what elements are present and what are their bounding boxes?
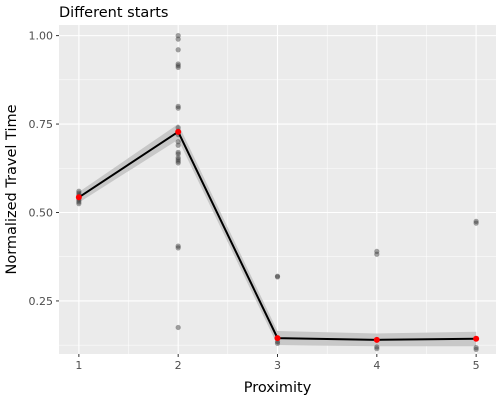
x-tick-label: 5 (473, 359, 480, 372)
raw-data-point (175, 33, 181, 39)
raw-data-point (175, 156, 181, 163)
raw-data-point (175, 160, 181, 166)
raw-data-point (76, 201, 82, 207)
raw-data-point (175, 149, 181, 155)
raw-data-point (175, 61, 181, 67)
x-tick-label: 4 (373, 359, 380, 372)
raw-data-point (274, 274, 281, 280)
mean-data-point (75, 194, 82, 201)
raw-data-point (473, 345, 479, 351)
raw-data-point (175, 158, 181, 164)
raw-data-point (473, 218, 479, 224)
raw-data-point (175, 63, 181, 69)
raw-data-point (473, 220, 479, 226)
raw-data-point (175, 139, 181, 145)
mean-data-point (473, 335, 480, 342)
x-axis-ticks: 1 2 3 4 5 (75, 354, 480, 372)
raw-data-point (175, 36, 181, 42)
y-axis-ticks: 0.25 0.50 0.75 1.00 (29, 30, 59, 308)
raw-data-point (175, 124, 181, 131)
raw-data-point (374, 346, 380, 352)
mean-points (75, 128, 480, 343)
raw-data-point (175, 64, 181, 71)
x-tick-label: 1 (75, 359, 82, 372)
raw-data-point (175, 155, 181, 161)
y-tick-label: 0.75 (29, 118, 54, 131)
raw-data-point (374, 248, 380, 255)
raw-data-point (76, 199, 82, 205)
raw-data-point (175, 47, 181, 53)
y-tick-label: 0.25 (29, 295, 54, 308)
raw-data-point (175, 103, 181, 109)
raw-data-point (473, 346, 479, 353)
y-tick-label: 0.50 (29, 206, 54, 219)
mean-data-point (175, 128, 182, 135)
raw-data-point (175, 142, 181, 148)
y-axis-title: Normalized Travel Time (4, 104, 20, 274)
chart-title: Different starts (59, 5, 168, 21)
y-tick-label: 1.00 (29, 30, 54, 43)
raw-data-point (175, 151, 181, 157)
raw-data-point (175, 324, 181, 331)
raw-data-point (274, 340, 281, 346)
mean-data-point (373, 336, 380, 343)
mean-data-point (274, 335, 281, 342)
raw-data-point (374, 344, 380, 350)
raw-data-point (175, 243, 181, 249)
raw-data-point (76, 190, 82, 196)
raw-data-point (274, 273, 281, 279)
x-tick-label: 2 (175, 359, 182, 372)
raw-data-point (175, 245, 181, 251)
x-tick-label: 3 (274, 359, 281, 372)
raw-data-point (374, 251, 380, 257)
x-axis-title: Proximity (244, 380, 312, 396)
raw-data-point (175, 105, 181, 111)
raw-data-point (76, 188, 82, 194)
